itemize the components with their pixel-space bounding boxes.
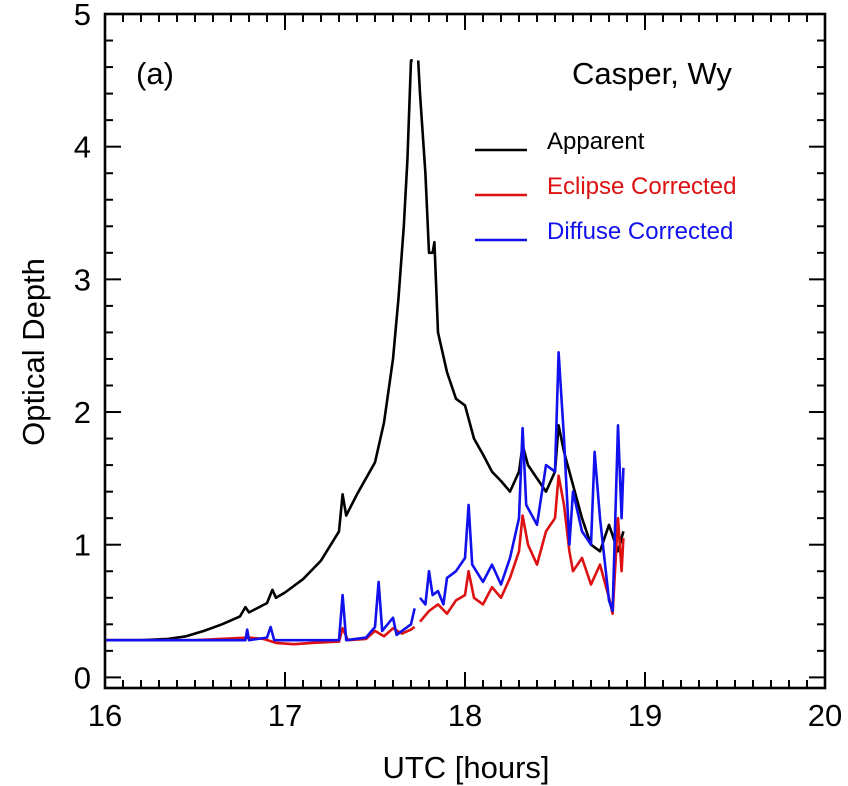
y-tick-label: 2 bbox=[74, 395, 91, 430]
x-tick-label: 20 bbox=[808, 698, 842, 733]
series-line-1 bbox=[105, 59, 625, 642]
x-tick-label: 18 bbox=[448, 698, 482, 733]
y-tick-label: 5 bbox=[74, 0, 91, 32]
legend-label-3: Diffuse Corrected bbox=[547, 218, 733, 245]
axes-layer bbox=[103, 12, 827, 690]
series-layer bbox=[105, 59, 625, 646]
x-axis-title: UTC [hours] bbox=[382, 750, 549, 785]
x-tick-label: 16 bbox=[88, 698, 122, 733]
site-label: Casper, Wy bbox=[572, 56, 732, 91]
y-tick-label: 0 bbox=[74, 660, 91, 695]
x-tick-label: 19 bbox=[628, 698, 662, 733]
panel-label: (a) bbox=[136, 56, 174, 91]
y-tick-label: 3 bbox=[74, 262, 91, 297]
y-tick-label: 4 bbox=[74, 130, 91, 165]
legend-label-2: Eclipse Corrected bbox=[547, 173, 736, 200]
series-line-2 bbox=[105, 474, 625, 646]
x-tick-label: 17 bbox=[268, 698, 302, 733]
y-tick-label: 1 bbox=[74, 528, 91, 563]
series-line-3 bbox=[105, 351, 625, 642]
legend: Apparent Eclipse Corrected Diffuse Correct… bbox=[475, 128, 736, 245]
y-axis-title: Optical Depth bbox=[16, 258, 51, 446]
legend-label-1: Apparent bbox=[547, 128, 645, 155]
labels-layer: 16 17 18 19 20 0 1 2 3 4 5 bbox=[74, 0, 842, 733]
